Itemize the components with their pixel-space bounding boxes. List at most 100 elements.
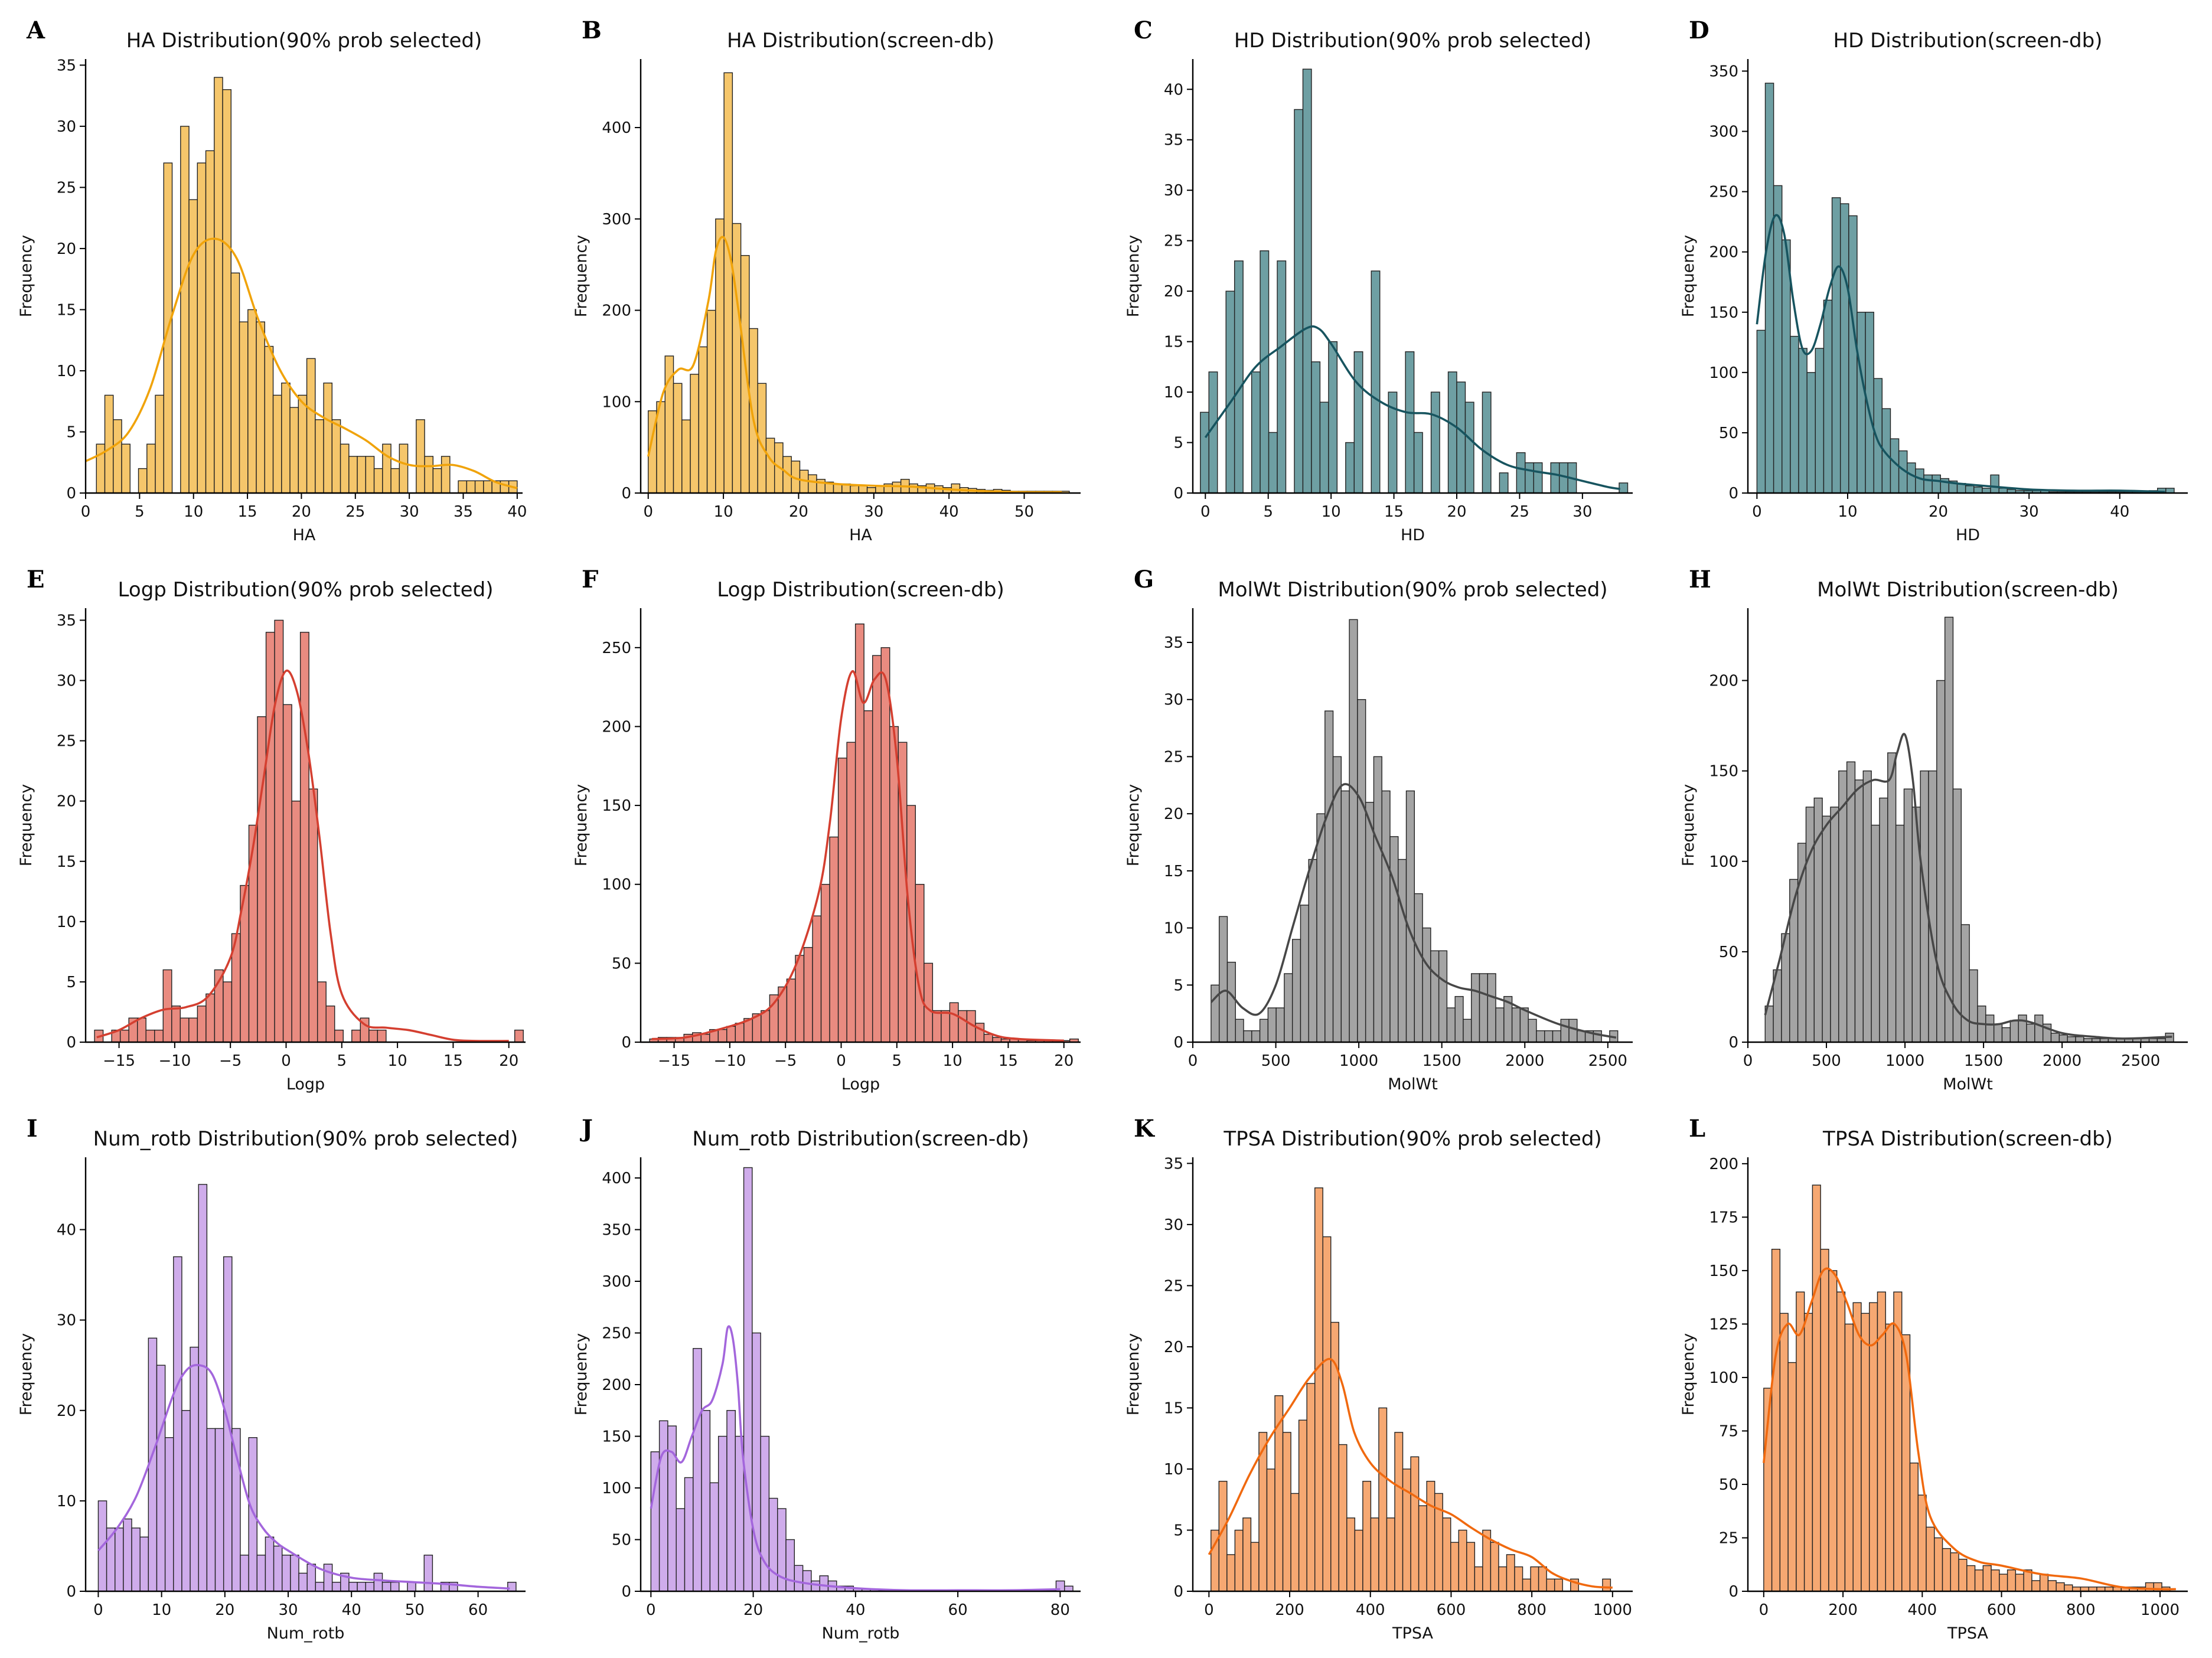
histogram-bar	[2056, 1582, 2065, 1592]
panel-letter: E	[27, 566, 45, 593]
y-tick-label: 100	[1709, 364, 1738, 382]
x-tick-label: −10	[713, 1052, 746, 1070]
kde-curve	[1764, 733, 2172, 1040]
x-tick-label: 15	[443, 1052, 463, 1070]
y-tick-label: 0	[66, 1583, 76, 1601]
histogram-bar	[507, 1581, 517, 1592]
y-tick-label: 0	[621, 1583, 631, 1601]
histogram-bar	[808, 474, 817, 494]
histogram-bar	[794, 1565, 804, 1592]
y-tick-label: 35	[57, 612, 76, 629]
histogram-bar	[248, 1437, 257, 1592]
histogram-bar	[2058, 1034, 2068, 1043]
histogram-bar	[2075, 1036, 2084, 1043]
histogram-bar	[715, 218, 725, 494]
histogram-bar	[1602, 1578, 1611, 1592]
histogram-bar	[291, 800, 301, 1043]
x-tick-label: 20	[215, 1601, 234, 1619]
histogram-bar	[1308, 859, 1317, 1043]
histogram-bar	[1458, 1529, 1467, 1592]
histogram-bar	[2015, 1574, 2024, 1592]
histogram-bar	[1306, 1383, 1316, 1592]
histogram-bar	[2034, 1014, 2044, 1043]
chart-title: Logp Distribution(screen-db)	[717, 578, 1004, 602]
histogram-bar	[673, 383, 683, 494]
histogram-bar	[331, 1581, 341, 1592]
histogram-bar	[1991, 1569, 2000, 1592]
x-tick-label: 40	[846, 1601, 865, 1619]
histogram-bar	[323, 382, 333, 494]
histogram-bar	[1275, 1007, 1285, 1043]
histogram-bar	[1319, 402, 1329, 494]
x-axis-label: HD	[1401, 526, 1425, 544]
histogram-bar	[274, 619, 284, 1043]
x-tick-label: 15	[999, 1052, 1018, 1070]
histogram-bar	[1430, 950, 1440, 1043]
histogram-bar	[1830, 807, 1839, 1043]
histogram-bar	[162, 969, 172, 1043]
histogram-bar	[282, 1555, 291, 1592]
y-tick-label: 150	[602, 797, 631, 815]
histogram-bar	[1844, 1323, 1854, 1592]
histogram-bar	[726, 1026, 736, 1043]
chart-title: Num_rotb Distribution(90% prob selected)	[93, 1127, 518, 1151]
kde-curve	[1763, 1267, 2176, 1591]
x-tick-label: 5	[135, 503, 145, 521]
histogram-bar	[1218, 916, 1228, 1043]
histogram-bar	[1519, 1007, 1529, 1043]
y-tick-label: 0	[1728, 485, 1738, 502]
x-tick-label: 40	[2110, 503, 2129, 521]
histogram-bar	[2031, 1580, 2041, 1592]
x-axis-label: Num_rotb	[267, 1624, 345, 1643]
histogram-bar	[256, 1555, 266, 1592]
histogram-bar	[137, 1017, 146, 1043]
x-tick-label: 15	[238, 503, 257, 521]
histogram-bar	[1225, 291, 1235, 494]
histogram-bar	[1302, 68, 1312, 494]
histogram-bar	[1782, 239, 1791, 494]
histogram-bar	[1362, 1480, 1372, 1592]
histogram-bar	[889, 726, 899, 1043]
kde-curve	[1204, 325, 1620, 490]
histogram-bar	[1234, 260, 1244, 494]
histogram-bar	[1284, 973, 1293, 1043]
x-axis-label: HD	[1956, 526, 1980, 544]
histogram-bar	[1822, 815, 1831, 1043]
y-tick-label: 250	[602, 1325, 631, 1343]
histogram-bar	[1442, 1517, 1451, 1592]
y-tick-label: 35	[57, 57, 76, 74]
histogram-bar	[1969, 969, 1978, 1043]
histogram-bar	[915, 884, 925, 1043]
chart-panel: D HD Distribution(screen-db) 0 10 20 30 40 0 50 1…	[1679, 17, 2188, 544]
histogram-bar	[1839, 203, 1849, 494]
x-tick-label: 25	[345, 503, 365, 521]
histogram-bar	[1259, 1019, 1269, 1043]
histogram-bar	[812, 915, 822, 1043]
histogram-bar	[1482, 391, 1492, 494]
histogram-bar	[1242, 1517, 1252, 1592]
x-axis-label: Num_rotb	[822, 1624, 900, 1643]
histogram-bar	[1200, 412, 1209, 494]
y-tick-label: 30	[57, 673, 76, 690]
histogram-bar	[1544, 1030, 1554, 1043]
histogram-bar	[949, 1002, 959, 1043]
histogram-bar	[1577, 1030, 1586, 1043]
y-axis-label: Frequency	[17, 235, 35, 318]
kde-curve	[85, 237, 518, 489]
histogram-bar	[171, 1006, 181, 1043]
histogram-bar	[2050, 1032, 2060, 1043]
histogram-bar	[230, 272, 240, 494]
histogram-bar	[1413, 432, 1423, 494]
histogram-bar	[1291, 939, 1301, 1043]
kde-curve	[1210, 783, 1617, 1039]
histogram-bar	[1226, 1554, 1236, 1592]
histogram-bar	[458, 480, 468, 494]
panel-letter: G	[1134, 566, 1154, 593]
bars	[1756, 83, 2175, 494]
histogram-bar	[1266, 1468, 1275, 1592]
y-tick-label: 250	[1709, 184, 1738, 201]
histogram-bar	[1862, 770, 1872, 1043]
x-tick-label: 15	[1384, 503, 1404, 521]
histogram-bar	[1909, 1463, 1919, 1592]
panel-letter: F	[582, 566, 598, 593]
